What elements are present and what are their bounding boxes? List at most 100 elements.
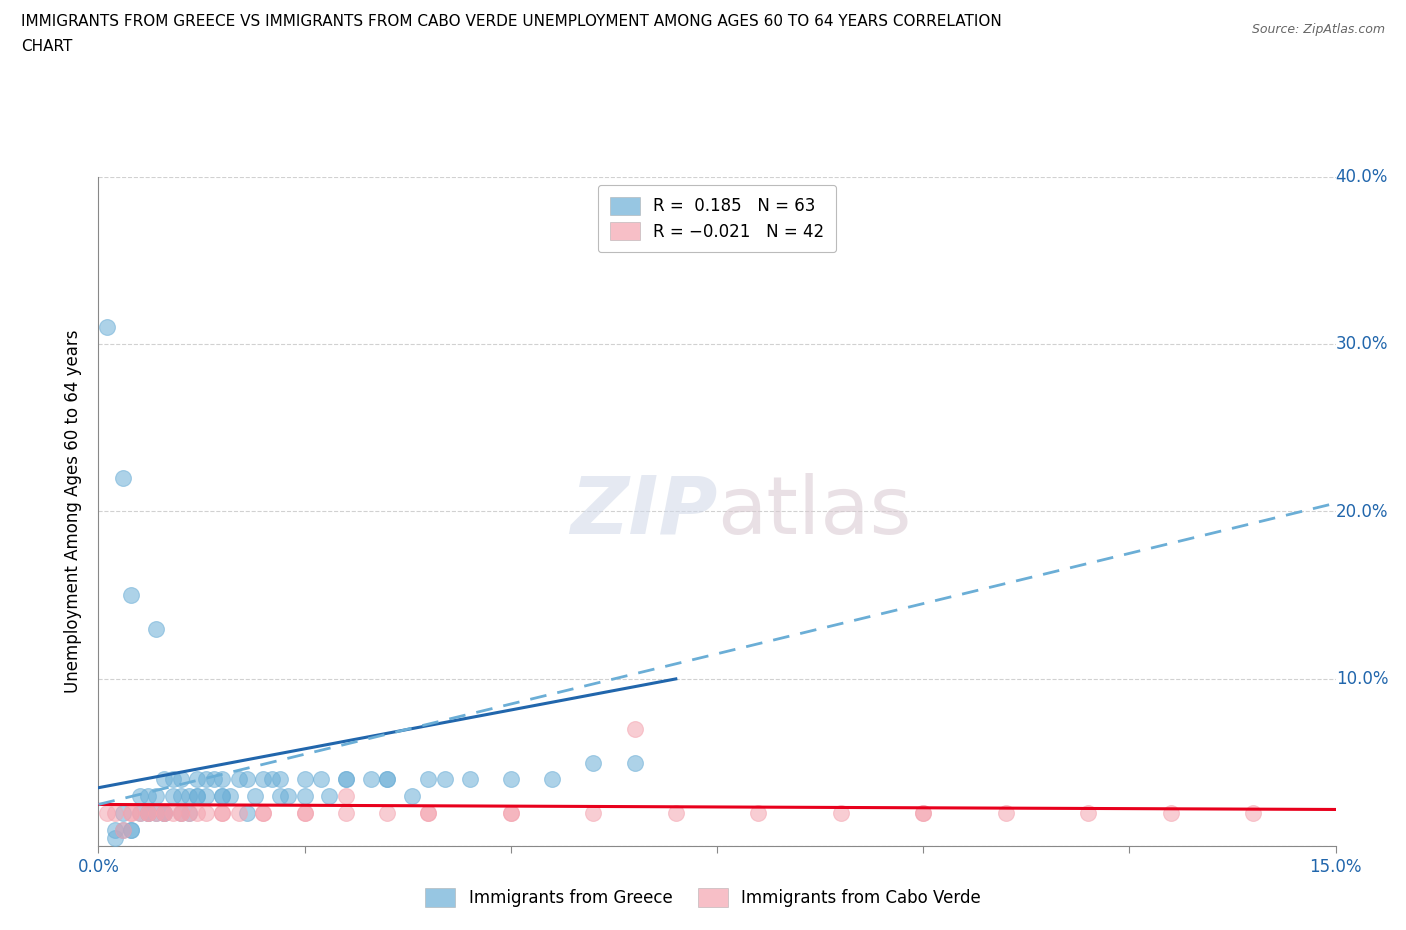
Point [153,805,176,820]
Text: 40.0%: 40.0% [1336,167,1388,186]
Point [277,789,299,804]
Point [401,789,423,804]
Point [186,805,208,820]
Point [335,772,357,787]
Point [294,772,316,787]
Text: 20.0%: 20.0% [1336,502,1388,521]
Point [318,789,340,804]
Point [145,789,167,804]
Point [96,805,118,820]
Point [1077,805,1099,820]
Point [211,789,233,804]
Point [375,805,398,820]
Point [294,805,316,820]
Point [747,805,769,820]
Point [418,805,440,820]
Text: IMMIGRANTS FROM GREECE VS IMMIGRANTS FROM CABO VERDE UNEMPLOYMENT AMONG AGES 60 : IMMIGRANTS FROM GREECE VS IMMIGRANTS FRO… [21,14,1002,29]
Point [153,772,176,787]
Point [541,772,564,787]
Point [186,789,208,804]
Point [623,722,645,737]
Point [112,805,135,820]
Point [136,805,159,820]
Point [136,805,159,820]
Point [260,772,283,787]
Point [162,805,184,820]
Point [912,805,935,820]
Point [153,805,176,820]
Point [170,805,193,820]
Point [104,822,127,837]
Point [120,822,142,837]
Text: ZIP: ZIP [569,472,717,551]
Point [582,805,605,820]
Point [153,805,176,820]
Point [458,772,481,787]
Point [499,805,522,820]
Point [335,789,357,804]
Point [309,772,332,787]
Point [211,772,233,787]
Point [236,805,259,820]
Text: 30.0%: 30.0% [1336,335,1388,353]
Point [162,789,184,804]
Point [186,772,208,787]
Point [104,805,127,820]
Point [211,789,233,804]
Point [665,805,688,820]
Text: atlas: atlas [717,472,911,551]
Point [145,805,167,820]
Point [375,772,398,787]
Point [194,789,217,804]
Point [994,805,1017,820]
Point [120,805,142,820]
Point [145,805,167,820]
Point [499,805,522,820]
Point [136,805,159,820]
Point [1160,805,1182,820]
Point [120,805,142,820]
Point [179,805,201,820]
Point [179,789,201,804]
Point [170,772,193,787]
Point [582,755,605,770]
Point [186,789,208,804]
Point [170,805,193,820]
Text: 10.0%: 10.0% [1336,670,1388,688]
Point [162,772,184,787]
Point [252,805,274,820]
Point [104,830,127,845]
Point [136,805,159,820]
Legend: R =  0.185   N = 63, R = −0.021   N = 42: R = 0.185 N = 63, R = −0.021 N = 42 [598,185,837,252]
Point [194,772,217,787]
Point [294,805,316,820]
Legend: Immigrants from Greece, Immigrants from Cabo Verde: Immigrants from Greece, Immigrants from … [415,878,991,917]
Point [243,789,266,804]
Point [252,805,274,820]
Point [623,755,645,770]
Point [294,789,316,804]
Point [120,588,142,603]
Point [418,805,440,820]
Point [360,772,382,787]
Point [179,805,201,820]
Point [136,789,159,804]
Point [219,789,242,804]
Point [112,822,135,837]
Point [145,621,167,636]
Point [112,471,135,485]
Point [96,320,118,335]
Point [252,772,274,787]
Point [335,772,357,787]
Point [153,805,176,820]
Point [228,772,250,787]
Point [120,822,142,837]
Text: CHART: CHART [21,39,73,54]
Point [269,789,291,804]
Point [170,789,193,804]
Point [830,805,852,820]
Point [418,772,440,787]
Y-axis label: Unemployment Among Ages 60 to 64 years: Unemployment Among Ages 60 to 64 years [65,330,83,693]
Text: Source: ZipAtlas.com: Source: ZipAtlas.com [1251,23,1385,36]
Point [1241,805,1264,820]
